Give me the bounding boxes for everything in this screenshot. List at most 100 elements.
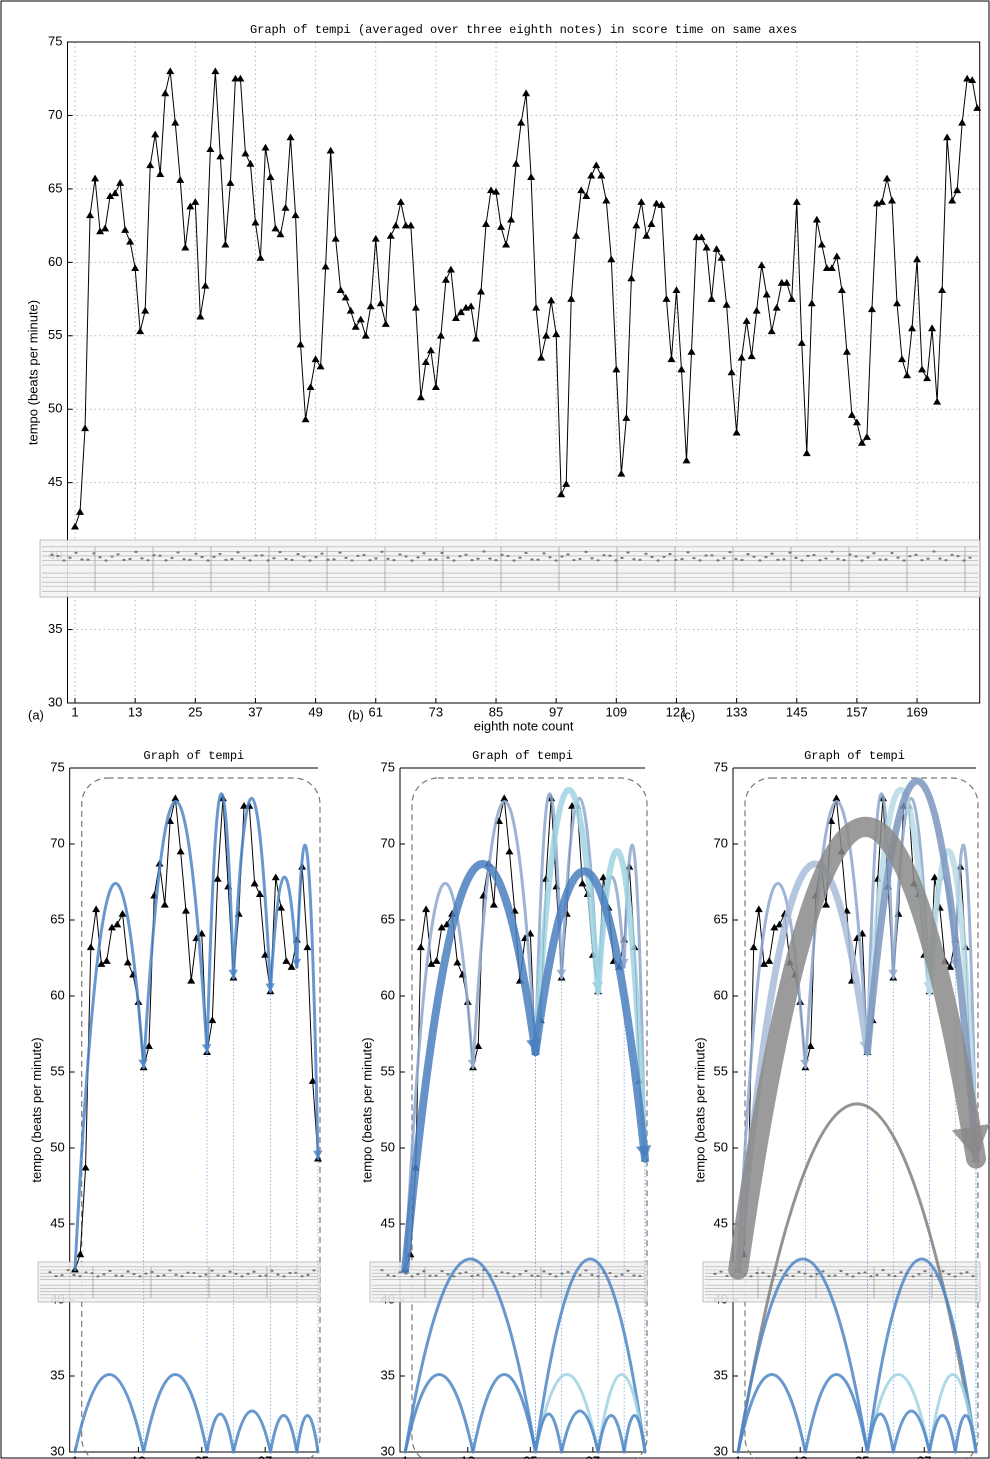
tempo-marker <box>946 963 955 970</box>
tempo-marker <box>832 794 841 802</box>
x-tick-label: 133 <box>726 704 748 719</box>
note-head <box>803 1272 807 1275</box>
note-head <box>785 1274 789 1277</box>
note-head <box>884 558 888 561</box>
note-head <box>536 558 540 561</box>
tempo-marker <box>775 920 784 928</box>
note-head <box>881 1269 885 1272</box>
note-head <box>578 1274 582 1277</box>
note-head <box>896 556 900 559</box>
tempo-marker <box>286 133 295 141</box>
note-head <box>258 1274 262 1278</box>
note-head <box>282 1275 286 1278</box>
y-tick-label: 50 <box>714 1139 728 1154</box>
tempo-arc <box>803 1373 869 1454</box>
y-tick-label: 75 <box>714 759 728 774</box>
tempo-marker <box>216 152 225 160</box>
tempo-arc <box>295 1414 320 1454</box>
tempo-arc <box>531 867 649 1163</box>
tempo-marker <box>176 847 185 855</box>
note-head <box>278 550 282 554</box>
tempo-marker <box>191 198 200 205</box>
tempo-marker <box>431 383 440 390</box>
note-head <box>368 559 372 562</box>
dashed-region <box>81 777 321 1459</box>
note-head <box>902 559 906 562</box>
y-tick-label: 75 <box>50 759 64 774</box>
chart-title: Graph of tempi <box>143 749 244 763</box>
tempo-marker <box>91 174 100 182</box>
note-head <box>134 550 138 553</box>
note-head <box>96 1275 100 1278</box>
tempo-marker <box>770 923 779 931</box>
tempo-marker <box>607 255 616 263</box>
tempo-marker <box>136 327 145 335</box>
note-head <box>536 1274 540 1277</box>
y-tick-label: 50 <box>48 401 62 416</box>
tempo-marker <box>166 817 175 824</box>
note-head <box>218 552 222 556</box>
note-head <box>860 559 864 562</box>
note-head <box>932 550 936 553</box>
note-head <box>488 557 492 560</box>
note-head <box>749 1275 753 1278</box>
tempo-marker <box>441 275 450 283</box>
x-tick-label: 1 <box>71 1453 78 1459</box>
note-head <box>398 1271 402 1274</box>
y-tick-label: 50 <box>50 1139 64 1154</box>
tempo-marker <box>877 198 886 205</box>
note-head <box>338 551 342 554</box>
tempo-marker <box>336 286 345 294</box>
note-head <box>698 559 702 562</box>
y-tick-label: 60 <box>48 254 62 269</box>
note-head <box>48 1271 52 1274</box>
note-head <box>530 1274 534 1277</box>
x-tick-label: 1 <box>71 704 78 719</box>
note-head <box>416 1273 420 1276</box>
note-head <box>60 1274 64 1277</box>
tempo-marker <box>672 286 681 294</box>
tempo-marker <box>777 278 786 286</box>
note-head <box>494 1275 498 1278</box>
tempo-marker <box>301 415 310 423</box>
tempo-marker <box>126 237 135 245</box>
tempo-marker <box>96 227 105 235</box>
tempo-marker <box>495 817 504 824</box>
note-head <box>791 1274 795 1278</box>
tempo-marker <box>702 243 711 251</box>
note-head <box>152 554 156 557</box>
note-head <box>68 556 72 559</box>
note-head <box>710 554 714 557</box>
tempo-marker <box>76 508 85 515</box>
note-head <box>380 1269 384 1272</box>
tempo-marker <box>822 900 831 908</box>
axis-line <box>399 768 645 1453</box>
x-tick-label: 169 <box>906 704 928 719</box>
note-head <box>968 556 972 559</box>
tempo-marker <box>356 315 365 323</box>
tempo-marker <box>118 909 127 917</box>
axis-line <box>69 768 318 1453</box>
note-head <box>620 556 624 560</box>
note-head <box>150 1270 154 1274</box>
note-head <box>140 557 144 560</box>
tempo-marker <box>221 240 230 248</box>
tempo-marker <box>471 334 480 342</box>
arrow-head <box>636 1145 652 1159</box>
note-head <box>851 1275 855 1278</box>
x-tick-label: 37 <box>248 704 262 719</box>
note-head <box>770 552 774 555</box>
axis-line <box>732 768 976 1453</box>
y-tick-label: 75 <box>381 759 395 774</box>
note-head <box>72 1273 76 1277</box>
tempo-marker <box>827 817 836 824</box>
note-head <box>198 1275 202 1278</box>
tempo-marker <box>156 170 165 177</box>
note-head <box>206 559 210 562</box>
tempo-marker <box>196 312 205 320</box>
note-head <box>302 555 306 558</box>
tempo-marker <box>131 264 140 272</box>
tempo-arc <box>268 875 299 993</box>
x-tick-label: 121 <box>666 704 688 719</box>
tempo-marker <box>587 171 596 179</box>
